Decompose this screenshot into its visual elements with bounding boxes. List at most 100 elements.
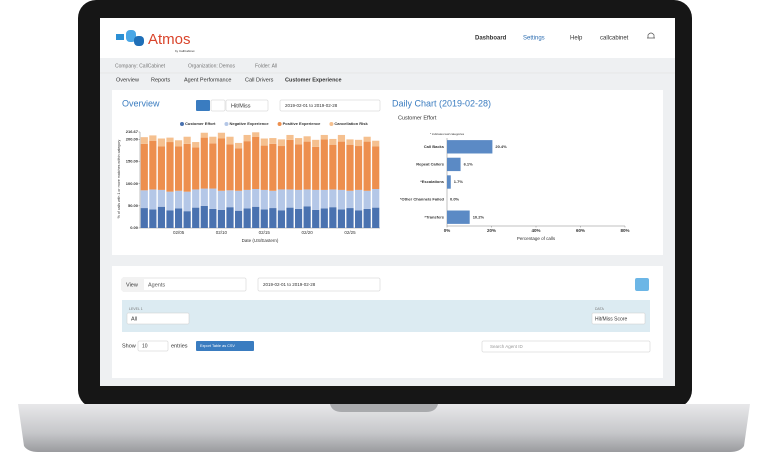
bar-segment xyxy=(286,189,294,208)
bar-segment xyxy=(149,189,157,210)
bar xyxy=(447,157,461,172)
bar xyxy=(447,175,451,189)
bar-segment xyxy=(294,189,303,209)
data-label: DATA xyxy=(595,307,604,311)
nav-help[interactable]: Help xyxy=(570,36,583,42)
y-tick-label: 0.00 xyxy=(130,225,139,230)
bar-segment xyxy=(303,189,311,207)
bar-segment xyxy=(312,209,320,228)
bar-segment xyxy=(354,146,363,190)
bar-segment xyxy=(303,136,311,142)
bar-segment xyxy=(363,136,371,142)
bar-segment xyxy=(174,190,183,209)
bar-segment xyxy=(166,142,174,192)
tab[interactable]: Reports xyxy=(151,77,171,83)
breadcrumb[interactable]: Folder: All xyxy=(255,63,277,69)
breadcrumb[interactable]: Organization: Demos xyxy=(188,63,235,69)
x-tick-label: 02/15 xyxy=(259,230,271,235)
view-label: View xyxy=(126,282,138,288)
bar-segment xyxy=(217,190,226,210)
bar-segment xyxy=(286,207,294,228)
bar-segment xyxy=(260,138,268,146)
legend-swatch xyxy=(277,122,282,126)
breadcrumb[interactable]: Company: CallCabinet xyxy=(115,63,166,69)
tab[interactable]: Agent Performance xyxy=(184,77,231,83)
bar-segment xyxy=(243,134,251,142)
bar-segment xyxy=(277,146,286,190)
tab[interactable]: Call Drivers xyxy=(245,77,274,83)
bar-segment xyxy=(149,209,157,228)
laptop-base xyxy=(18,404,750,452)
bar-segment xyxy=(252,136,260,190)
bar-segment xyxy=(140,137,148,144)
bar-toggle[interactable] xyxy=(196,100,210,111)
bar-segment xyxy=(363,208,371,228)
bar-segment xyxy=(346,190,354,209)
bar-segment xyxy=(320,139,328,190)
y-axis-label: % of calls with 1 or more matches within… xyxy=(117,139,121,218)
bar-segment xyxy=(209,143,217,189)
bar-segment xyxy=(209,136,217,144)
bar-segment xyxy=(209,188,217,209)
bar-segment xyxy=(192,189,200,208)
bar-segment xyxy=(217,132,226,139)
bar-segment xyxy=(294,208,303,228)
data-select[interactable] xyxy=(591,312,646,325)
level-select[interactable] xyxy=(126,312,190,325)
bar-segment xyxy=(226,190,234,208)
y-tick-label: Repeat Callers xyxy=(416,161,445,166)
date-range: 2019-02-01 to 2019-02-28 xyxy=(285,103,338,108)
bar-segment xyxy=(320,134,328,140)
bar-segment xyxy=(140,143,148,191)
nav-settings[interactable]: Settings xyxy=(523,36,545,42)
bar-segment xyxy=(157,146,166,190)
level-label: LEVEL 1 xyxy=(129,307,143,311)
entries-select[interactable] xyxy=(137,340,169,352)
logo-mark xyxy=(116,34,124,40)
bar-segment xyxy=(243,208,251,228)
tab[interactable]: Overview xyxy=(116,77,139,83)
bar-segment xyxy=(372,140,380,147)
bar-segment xyxy=(312,189,320,210)
y-tick-label: 100.00 xyxy=(126,181,139,186)
x-tick-label: 02/10 xyxy=(216,230,228,235)
export-button[interactable] xyxy=(196,341,254,351)
bar-segment xyxy=(174,146,183,191)
bar-segment xyxy=(166,137,174,143)
nav-user[interactable]: callcabinet xyxy=(600,36,629,42)
line-toggle[interactable] xyxy=(210,99,226,112)
bar-segment xyxy=(346,139,354,145)
x-tick-label: 80% xyxy=(620,228,629,233)
metric-select[interactable] xyxy=(225,99,269,112)
x-axis-label: Date (US/Eastern) xyxy=(242,238,279,243)
laptop-notch xyxy=(330,404,438,412)
date-picker[interactable] xyxy=(279,99,381,112)
bar-segment xyxy=(277,139,286,147)
search-input[interactable] xyxy=(481,340,651,353)
bar-segment xyxy=(294,138,303,145)
bar-segment xyxy=(192,207,200,228)
data-label: 10.2% xyxy=(473,214,485,219)
bar-segment xyxy=(303,206,311,228)
nav-dashboard[interactable]: Dashboard xyxy=(475,36,507,42)
bar-segment xyxy=(166,191,174,211)
bar-segment xyxy=(243,189,251,209)
bar-segment xyxy=(277,210,286,228)
bar-segment xyxy=(363,141,371,191)
bar-segment xyxy=(243,141,251,190)
top-bar xyxy=(100,18,675,58)
y-tick-label: *Transfers xyxy=(424,214,444,219)
daily-chart-subtitle: Customer Effort xyxy=(398,115,437,121)
bell-icon[interactable] xyxy=(647,32,655,39)
data-label: 0.0% xyxy=(450,197,460,202)
bar-segment xyxy=(252,132,260,137)
bar-segment xyxy=(200,137,208,189)
export-label: Export Table as CSV xyxy=(200,344,235,348)
settings-button[interactable] xyxy=(635,278,649,291)
search-placeholder: Search Agent ID xyxy=(490,344,524,349)
bar-segment xyxy=(294,144,303,190)
bar-segment xyxy=(346,208,354,228)
table-date-picker[interactable] xyxy=(257,277,381,292)
bar-segment xyxy=(260,189,268,210)
tab-active[interactable]: Customer Experience xyxy=(285,77,342,83)
